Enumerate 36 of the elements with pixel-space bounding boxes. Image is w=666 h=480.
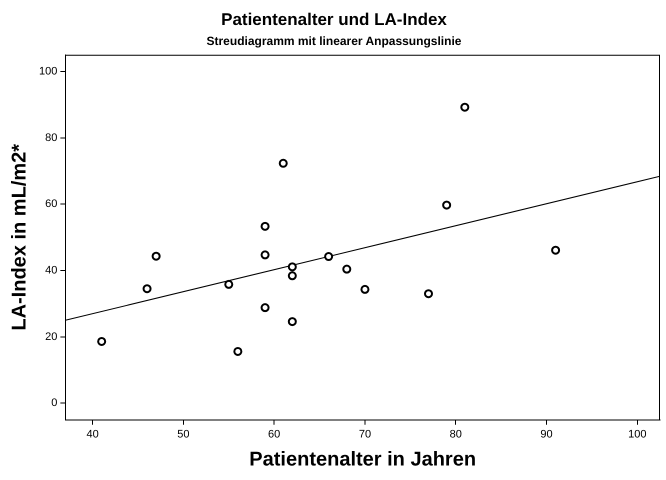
- point: [442, 200, 452, 210]
- point: [233, 346, 242, 356]
- point: [551, 246, 560, 255]
- y-tick-label: 40: [45, 264, 58, 277]
- point: [460, 102, 470, 112]
- point: [224, 280, 234, 289]
- point: [260, 303, 270, 312]
- point: [260, 250, 270, 260]
- point: [288, 271, 297, 280]
- point: [288, 262, 297, 272]
- y-tick-label: 80: [45, 132, 58, 144]
- y-tick-label: 0: [51, 397, 58, 410]
- y-tick-label: 20: [45, 330, 58, 343]
- y-tick-label: 100: [38, 65, 58, 78]
- x-tick-label: 100: [628, 428, 646, 440]
- x-axis-title: Patientenalter in Jahren: [249, 448, 476, 471]
- y-tick-label: 60: [45, 198, 58, 210]
- chart-subtitle: Streudiagramm mit linearer Anpassungslinie: [206, 34, 462, 48]
- chart-title: Patientenalter und LA-Index: [221, 10, 448, 29]
- x-tick-label: 90: [540, 428, 553, 440]
- point: [288, 317, 297, 326]
- x-tick-label: 70: [358, 428, 372, 440]
- x-tick-label: 80: [450, 428, 462, 440]
- point: [142, 284, 152, 294]
- point: [324, 252, 334, 262]
- point: [260, 222, 270, 231]
- x-tick-label: 50: [177, 428, 190, 440]
- point: [152, 252, 161, 261]
- x-tick-label: 60: [268, 428, 280, 440]
- y-axis-title: LA-Index in mL/m2*: [8, 144, 31, 331]
- point: [97, 336, 106, 346]
- point: [360, 284, 370, 294]
- point: [342, 264, 352, 274]
- x-tick-label: 40: [86, 428, 99, 440]
- point: [424, 289, 433, 298]
- point: [278, 158, 288, 168]
